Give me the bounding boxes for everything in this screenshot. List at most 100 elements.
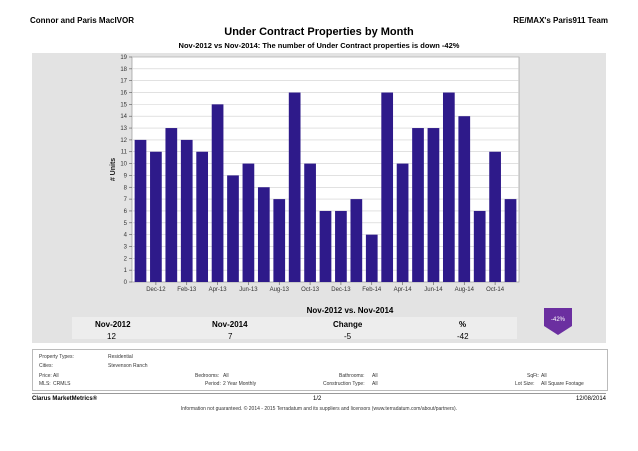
bar-Feb-13	[180, 139, 193, 282]
mls-value: CRMLS	[53, 381, 71, 387]
bathrooms-label: Bathrooms:	[339, 373, 365, 379]
y-tick-label: 17	[120, 79, 127, 85]
y-tick-label: 8	[124, 185, 128, 191]
price-value: All	[53, 373, 59, 379]
lot-size-value: All Square Footage	[541, 381, 584, 387]
y-tick-label: 6	[124, 209, 128, 215]
sqft-value: All	[541, 373, 547, 379]
price-label: Price:	[39, 373, 52, 379]
y-tick-label: 7	[124, 197, 128, 203]
bar-Aug-13	[273, 199, 286, 282]
comparison-value-end: 7	[228, 332, 233, 341]
bar-Aug-14	[458, 116, 471, 282]
footer-page: 1/2	[313, 396, 322, 402]
comparison-header-start: Nov-2012	[95, 320, 131, 329]
bar-Jan-13	[165, 128, 178, 282]
bar-Dec-12	[150, 151, 162, 282]
y-tick-label: 0	[124, 280, 128, 286]
property-types-value: Residential	[108, 354, 133, 360]
y-tick-label: 3	[124, 244, 128, 250]
cities-value: Stevenson Ranch	[108, 363, 148, 369]
page-title: Under Contract Properties by Month	[224, 26, 414, 38]
y-tick-label: 9	[124, 173, 128, 179]
down-arrow-shape	[544, 308, 572, 335]
x-tick-label: Apr-13	[209, 287, 228, 293]
bar-Sep-13	[288, 92, 301, 282]
y-tick-label: 18	[120, 67, 127, 73]
footer-divider	[32, 393, 606, 394]
x-tick-label: Oct-14	[486, 287, 505, 293]
bar-Apr-13	[211, 104, 224, 282]
bedrooms-value: All	[223, 373, 229, 379]
y-tick-label: 5	[124, 221, 128, 227]
bar-Sep-14	[473, 210, 486, 282]
bedrooms-label: Bedrooms:	[195, 373, 220, 379]
y-tick-label: 10	[120, 162, 127, 168]
bar-May-14	[412, 128, 424, 282]
y-tick-label: 13	[120, 126, 127, 132]
period-value: 2 Year Monthly	[223, 381, 257, 387]
construction-type-label: Construction Type:	[323, 381, 365, 387]
bar-May-13	[227, 175, 239, 282]
bar-Nov-13	[319, 210, 332, 282]
team-name: RE/MAX's Paris911 Team	[513, 16, 608, 25]
bar-Oct-14	[489, 151, 501, 282]
bathrooms-value: All	[372, 373, 378, 379]
bar-Jan-14	[350, 199, 363, 282]
bar-Mar-14	[381, 92, 394, 282]
y-tick-label: 12	[120, 138, 127, 144]
x-tick-label: Aug-13	[270, 287, 290, 293]
comparison-value-percent: -42	[457, 332, 469, 341]
y-tick-label: 11	[121, 150, 128, 156]
x-tick-label: Jun-14	[424, 287, 443, 293]
bar-Jul-13	[257, 187, 270, 282]
filters-panel: Property Types: Residential Cities: Stev…	[32, 349, 608, 391]
mls-label: MLS:	[39, 381, 51, 387]
down-arrow-badge-icon: -42%	[544, 308, 572, 335]
badge-label: -42%	[551, 317, 566, 323]
footer-brand: Clarus MarketMetrics®	[32, 396, 98, 402]
y-tick-label: 19	[120, 55, 127, 61]
bar-Jun-14	[427, 128, 440, 282]
x-tick-label: Feb-13	[177, 287, 197, 293]
bar-Apr-14	[396, 163, 409, 282]
agent-name: Connor and Paris MacIVOR	[30, 16, 135, 25]
page-subtitle: Nov-2012 vs Nov-2014: The number of Unde…	[178, 41, 460, 50]
x-tick-label: Dec-13	[331, 287, 351, 293]
bar-Dec-13	[335, 210, 347, 282]
footer-disclaimer: Information not guaranteed. © 2014 - 201…	[180, 406, 458, 412]
comparison-header-percent: %	[459, 320, 467, 329]
bar-Oct-13	[304, 163, 316, 282]
bar-Jul-14	[442, 92, 455, 282]
construction-type-value: All	[372, 381, 378, 387]
y-tick-label: 15	[120, 102, 127, 108]
footer-date: 12/08/2014	[575, 396, 606, 402]
x-tick-label: Jun-13	[239, 287, 258, 293]
bar-Feb-14	[365, 234, 378, 282]
bar-Nov-14	[504, 199, 517, 282]
y-tick-label: 14	[120, 114, 127, 120]
cities-label: Cities:	[39, 363, 53, 369]
y-tick-label: 2	[124, 256, 128, 262]
comparison-header-change: Change	[333, 320, 363, 329]
comparison-header-end: Nov-2014	[212, 320, 248, 329]
property-types-label: Property Types:	[39, 354, 74, 360]
lot-size-label: Lot Size:	[515, 381, 535, 387]
x-tick-label: Dec-12	[146, 287, 166, 293]
x-tick-label: Oct-13	[301, 287, 320, 293]
y-tick-label: 1	[124, 268, 128, 274]
y-tick-label: 4	[124, 233, 128, 239]
bar-Nov-12	[134, 139, 147, 282]
comparison-title: Nov-2012 vs. Nov-2014	[306, 306, 394, 315]
y-tick-label: 16	[120, 91, 127, 97]
sqft-label: SqFt:	[527, 373, 539, 379]
chart-panel: 0 1 2 3 4 5 6 7 8 9 10 11 12 13 14 15 16 17 18 19 # Units Dec…	[32, 53, 606, 343]
x-tick-label: Feb-14	[362, 287, 382, 293]
bar-Jun-13	[242, 163, 255, 282]
x-tick-label: Apr-14	[394, 287, 413, 293]
x-tick-label: Aug-14	[455, 287, 475, 293]
comparison-value-change: -5	[344, 332, 352, 341]
y-axis-title: # Units	[110, 158, 117, 181]
comparison-band	[72, 317, 517, 339]
